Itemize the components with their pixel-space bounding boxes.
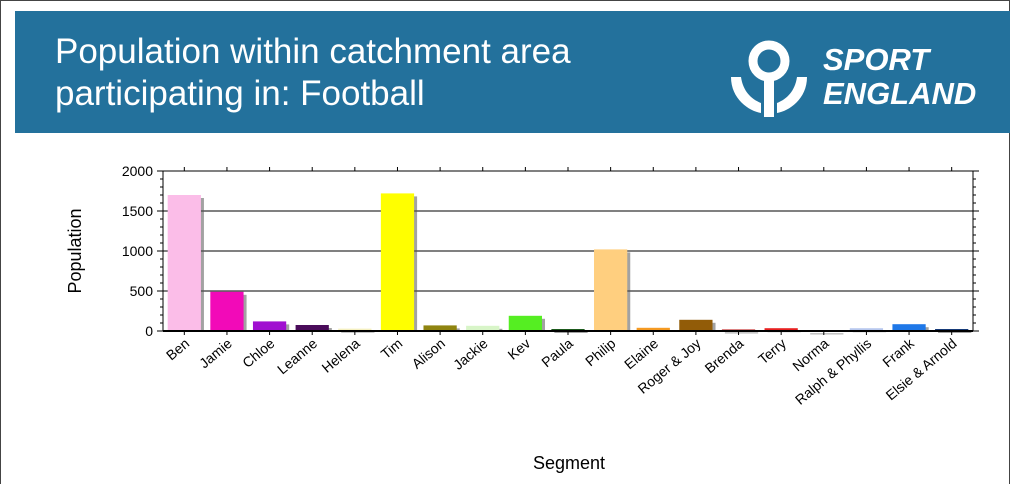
x-tick-label: Jamie	[196, 335, 235, 371]
x-tick-label: Terry	[755, 335, 789, 367]
y-axis-title: Population	[65, 208, 85, 293]
x-tick-label: Alison	[409, 335, 449, 372]
y-tick-label: 2000	[122, 163, 153, 179]
bar-alison	[423, 325, 457, 331]
bar-shadow	[938, 332, 972, 333]
title-line-2: participating in: Football	[55, 74, 425, 113]
bar-shadow	[554, 332, 588, 333]
logo-text-sport: SPORT	[823, 42, 930, 77]
bar-philip	[594, 249, 628, 331]
y-tick-label: 1500	[122, 203, 153, 219]
logo-wordmark: SPORT ENGLAND	[823, 43, 976, 111]
bar-helena	[338, 328, 372, 331]
bar-chloe	[252, 321, 287, 331]
gridlines	[163, 170, 973, 292]
bar-shadow	[810, 333, 844, 335]
bar-jackie	[466, 325, 500, 331]
x-tick-label: Frank	[879, 334, 917, 370]
y-tick-label: 500	[130, 283, 154, 299]
bars	[167, 193, 972, 335]
bar-kev	[508, 315, 542, 331]
bar-ben	[167, 195, 201, 331]
x-tick-label: Ralph & Phyllis	[792, 335, 874, 408]
y-tick-labels: 0 500 1000 1500 2000	[122, 163, 153, 339]
bar-shadow	[724, 332, 759, 334]
x-tick-label: Tim	[378, 335, 406, 362]
x-tick-label: Leanne	[274, 335, 320, 377]
y-tick-label: 0	[145, 323, 153, 339]
axes	[157, 167, 979, 335]
sport-england-emblem-icon	[731, 40, 807, 117]
bar-terry	[764, 328, 798, 331]
bar-shadow	[341, 331, 375, 333]
bar-jamie	[210, 291, 244, 331]
x-tick-label: Paula	[538, 335, 576, 370]
bar-roger-joy	[679, 319, 713, 331]
sport-england-logo: SPORT ENGLAND	[727, 39, 997, 119]
bar-leanne	[295, 325, 329, 331]
bar-ralph-phyllis	[849, 328, 884, 331]
x-tick-label: Ben	[163, 335, 192, 363]
bar-tim	[380, 193, 415, 331]
x-tick-label: Helena	[318, 335, 362, 376]
chart-title: Population within catchment area partici…	[55, 31, 715, 115]
x-tick-label: Kev	[505, 335, 534, 363]
x-tick-label: Brenda	[702, 335, 747, 376]
x-axis-title: Segment	[533, 453, 605, 473]
bar-chart: 0 500 1000 1500 2000 Ben Jamie ChloeLeanneHele…	[65, 163, 979, 473]
x-tick-label: Philip	[582, 335, 619, 369]
bar-frank	[892, 324, 926, 331]
logo-text-england: ENGLAND	[823, 76, 977, 111]
x-tick-label: Jackie	[450, 335, 491, 373]
bar-elaine	[636, 327, 670, 331]
y-tick-label: 1000	[122, 243, 153, 259]
header-banner: Population within catchment area partici…	[15, 11, 1010, 133]
x-tick-label: Chloe	[239, 335, 277, 371]
title-line-1: Population within catchment area	[55, 32, 571, 71]
